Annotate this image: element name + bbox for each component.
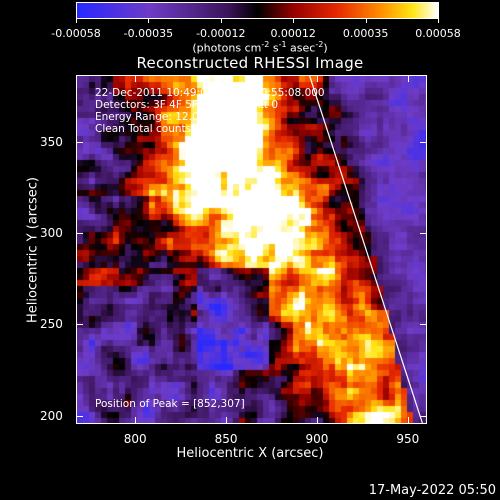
colorbar-tick-mark [220,18,222,23]
y-tick-mark [77,233,83,235]
rhessi-image: 22-Dec-2011 10:49:08.000 to 10:55:08.000… [76,75,427,424]
y-tick-label: 300 [40,226,63,241]
x-tick-mark [316,417,318,423]
colorbar-tick-label: 0.00035 [342,27,389,40]
info-detectors: Detectors: 3F 4F 5F 6F 7F 8F, Att 0 [95,99,279,111]
y-tick-label: 350 [40,134,63,149]
y-tick-mark [77,415,83,417]
colorbar-tick-label: -0.00012 [196,27,246,40]
x-axis-label: Heliocentric X (arcsec) [176,446,324,461]
y-tick-label: 200 [40,408,63,423]
colorbar-tick-mark [293,18,295,23]
x-tick-mark-top [316,76,318,82]
image-title: Reconstructed RHESSI Image [136,54,364,72]
timestamp: 17-May-2022 05:50 [368,483,496,498]
colorbar-tick-label: -0.00035 [123,27,174,40]
x-tick-mark [226,417,228,423]
colorbar [76,2,439,19]
colorbar-tick-label: 0.00058 [415,27,461,40]
x-tick-label: 850 [214,432,238,446]
colorbar-tick-mark [365,18,367,23]
y-tick-mark-right [420,415,426,417]
x-tick-label: 950 [396,432,420,446]
y-tick-mark [77,141,83,143]
y-tick-mark [77,324,83,326]
y-axis-label: Heliocentric Y (arcsec) [25,177,41,323]
colorbar-tick-mark [438,18,439,23]
info-energy-range: Energy Range: 12.0 - 25.0 keV [95,111,256,123]
limb-overlay [309,76,423,423]
colorbar-tick-mark [148,18,150,23]
x-tick-label: 800 [123,432,147,446]
x-tick-label: 900 [305,432,329,446]
y-tick-mark-right [420,141,426,143]
x-tick-mark-top [407,76,409,82]
solar-limb-line [309,76,423,423]
x-tick-mark-top [135,76,137,82]
x-tick-mark [407,417,409,423]
intensity-map [77,76,426,423]
x-tick-mark [135,417,137,423]
x-tick-mark-top [226,76,228,82]
info-method: Clean Total counts: 1.56E+04 [95,123,251,135]
colorbar-tick-label: 0.00012 [270,27,316,40]
colorbar-tick-mark [76,18,77,23]
info-time-range: 22-Dec-2011 10:49:08.000 to 10:55:08.000 [95,87,325,99]
y-tick-mark-right [420,233,426,235]
y-tick-mark-right [420,324,426,326]
colorbar-unit: (photons cm-2 s-1 asec-2) [192,40,328,55]
info-peak-position: Position of Peak = [852,307] [95,398,245,410]
colorbar-tick-label: -0.00058 [51,27,101,40]
y-tick-label: 250 [40,317,63,332]
